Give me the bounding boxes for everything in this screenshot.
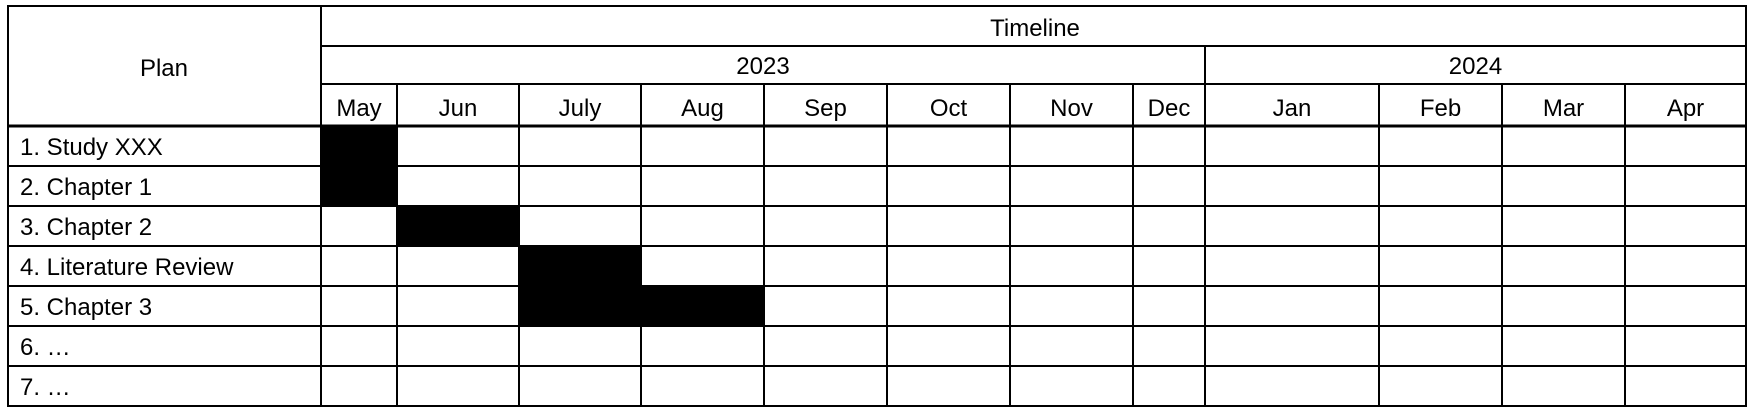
month-header-mar: Mar (1543, 95, 1584, 122)
schedule-bar-2-may (321, 166, 397, 206)
task-labels: 1. Study XXX 2. Chapter 1 3. Chapter 2 4. L… (20, 134, 234, 401)
month-header-nov: Nov (1050, 95, 1093, 122)
month-header-feb: Feb (1420, 95, 1461, 122)
task-label-4: 4. Literature Review (20, 254, 234, 281)
grid-lines (7, 5, 1747, 407)
task-label-3: 3. Chapter 2 (20, 214, 152, 241)
month-header-jan: Jan (1273, 95, 1312, 122)
timeline-header: Timeline (990, 15, 1080, 42)
month-header-aug: Aug (681, 95, 724, 122)
month-header-july: July (559, 95, 602, 122)
month-header-apr: Apr (1667, 95, 1704, 122)
schedule-bar-5-aug (641, 286, 764, 326)
task-label-1: 1. Study XXX (20, 134, 163, 161)
month-header-dec: Dec (1148, 95, 1191, 122)
task-label-7: 7. … (20, 374, 71, 401)
year-header-2024: 2024 (1449, 53, 1502, 80)
month-header-may: May (336, 95, 381, 122)
month-header-sep: Sep (804, 95, 847, 122)
schedule-bar-1-may (321, 126, 397, 166)
task-label-6: 6. … (20, 334, 71, 361)
month-header-jun: Jun (439, 95, 478, 122)
month-header-oct: Oct (930, 95, 968, 122)
schedule-bar-4-july (519, 246, 641, 286)
schedule-fills (321, 126, 764, 326)
task-label-5: 5. Chapter 3 (20, 294, 152, 321)
task-label-2: 2. Chapter 1 (20, 174, 152, 201)
plan-header: Plan (140, 55, 188, 82)
year-headers: 2023 2024 (736, 53, 1502, 80)
schedule-bar-5-july (519, 286, 641, 326)
schedule-bar-3-jun (397, 206, 519, 246)
year-header-2023: 2023 (736, 53, 789, 80)
month-headers: May Jun July Aug Sep Oct Nov Dec Jan Feb Mar Apr (336, 95, 1704, 122)
